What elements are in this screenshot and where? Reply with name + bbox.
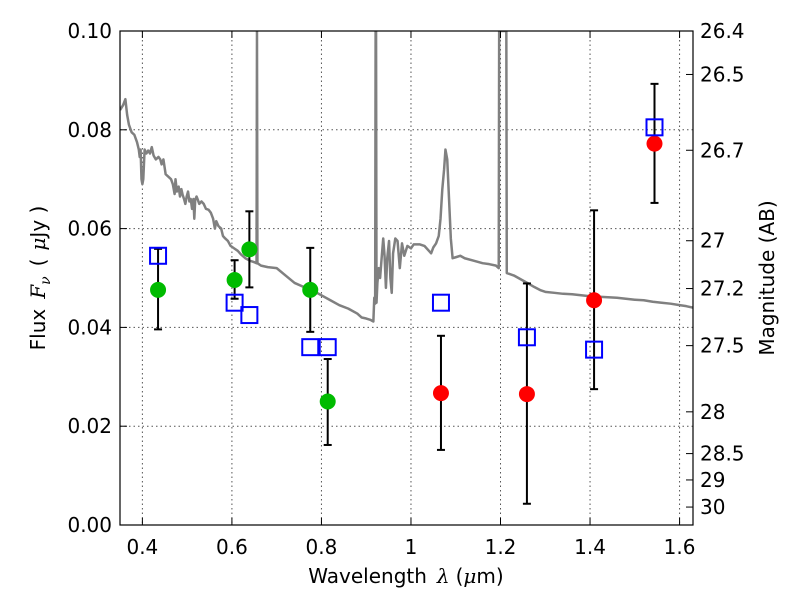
magnitude-tick-label: 27 (700, 229, 725, 253)
x-axis-ticks: 0.4 0.6 0.8 1 1.2 1.4 1.6 (126, 31, 695, 559)
model-flux-square (645, 118, 664, 137)
x-axis-label: Wavelength λ (μm) (308, 564, 503, 588)
y-axis-label-text: Flux (26, 309, 50, 351)
magnitude-tick-label: 30 (700, 495, 725, 519)
x-axis-label-unit-mu: μ (463, 564, 476, 588)
y-tick-label: 0.04 (67, 315, 112, 339)
magnitude-tick-label: 28 (700, 400, 725, 424)
y-tick-label: 0.00 (67, 513, 112, 537)
x-axis-label-unit-rest: m) (476, 564, 503, 588)
magnitude-tick-label: 29 (700, 468, 725, 492)
optical-photometry-point (241, 241, 258, 258)
model-flux-square (240, 306, 259, 325)
plot-area (120, 31, 693, 525)
y-tick-label: 0.10 (67, 19, 112, 43)
model-flux-square (149, 246, 168, 265)
x-tick-label: 0.6 (216, 535, 248, 559)
x-tick-label: 1.6 (664, 535, 696, 559)
x-tick-label: 1.2 (485, 535, 517, 559)
optical-photometry-point (150, 281, 167, 298)
y-axis-ticks: 0.00 0.02 0.04 0.06 0.08 0.10 (67, 19, 127, 537)
nir-photometry-point (518, 386, 535, 403)
model-flux-square (517, 328, 536, 347)
y-axis-label-unit-rest: Jy ) (26, 206, 50, 240)
nir-photometry-point (432, 385, 449, 402)
marker-layer (149, 118, 664, 410)
model-flux-square (318, 338, 337, 357)
x-tick-label: 1.4 (574, 535, 606, 559)
x-axis-label-text: Wavelength (308, 564, 427, 588)
magnitude-tick-label: 27.2 (700, 277, 745, 301)
magnitude-tick-label: 26.4 (700, 19, 745, 43)
magnitude-tick-label: 26.5 (700, 62, 745, 86)
x-tick-label: 0.4 (126, 535, 158, 559)
model-flux-square (585, 340, 604, 359)
model-flux-square (301, 338, 320, 357)
magnitude-tick-label: 26.7 (700, 138, 745, 162)
magnitude-axis-label: Magnitude (AB) (755, 200, 779, 355)
optical-photometry-point (319, 393, 336, 410)
sed-model-layer (120, 31, 693, 323)
optical-photometry-point (226, 271, 243, 288)
nir-photometry-point (646, 135, 663, 152)
y-axis-label-symbol: F (26, 284, 50, 300)
sed-model-line (120, 31, 693, 323)
y-tick-label: 0.02 (67, 414, 112, 438)
nir-photometry-point (586, 292, 603, 309)
model-flux-square (225, 293, 244, 312)
grid (120, 31, 693, 525)
x-tick-label: 0.8 (306, 535, 338, 559)
y-axis-label-unit-open: ( (26, 259, 50, 267)
x-axis-label-unit-open: ( (456, 564, 464, 588)
y-axis-label-subscript: ν (38, 276, 54, 285)
x-tick-label: 1 (405, 535, 418, 559)
x-axis-label-symbol: λ (436, 564, 450, 588)
magnitude-tick-label: 27.5 (700, 334, 745, 358)
plot-frame (119, 30, 694, 526)
optical-photometry-point (302, 281, 319, 298)
y-tick-label: 0.08 (67, 118, 112, 142)
model-flux-square (431, 293, 450, 312)
y-axis-label-unit-mu: μ (26, 238, 50, 251)
magnitude-axis-ticks: 26.4 26.5 26.7 27 27.2 27.5 28 28.529 30 (686, 19, 745, 519)
magnitude-tick-label: 28.5 (700, 442, 745, 466)
y-axis-label: Flux Fν ( μJy ) (26, 206, 54, 351)
y-tick-label: 0.06 (67, 217, 112, 241)
